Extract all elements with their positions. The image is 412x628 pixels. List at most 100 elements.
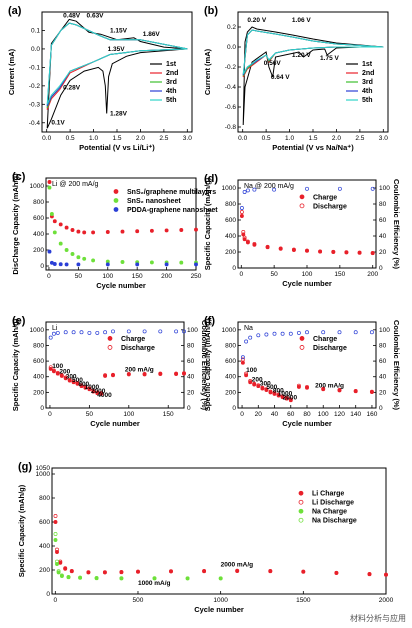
annotation: 0.63V <box>87 13 105 20</box>
panel-label: (g) <box>18 461 32 473</box>
legend-swatch <box>299 336 305 341</box>
y2-axis-label: Coulombic Efficiency (%) <box>200 320 209 411</box>
y-tick-label: 0.0 <box>227 44 236 51</box>
data-point <box>337 330 342 335</box>
data-point <box>272 391 277 396</box>
data-point <box>321 330 326 335</box>
data-point <box>185 576 190 581</box>
data-point <box>58 560 63 565</box>
series-line <box>242 29 384 75</box>
data-point <box>301 569 306 574</box>
data-point <box>242 235 247 240</box>
data-point <box>248 380 253 385</box>
data-point <box>91 388 96 393</box>
x-tick-label: 0 <box>48 411 52 418</box>
y-tick-label: 0 <box>232 265 236 272</box>
data-point <box>56 569 61 574</box>
data-point <box>56 570 61 575</box>
y-tick-label: 200 <box>225 249 236 256</box>
data-point <box>91 258 96 263</box>
data-point <box>102 570 107 575</box>
y2-tick-label: 0 <box>187 405 191 412</box>
y-tick-label: 800 <box>39 495 50 502</box>
y2-tick-label: 80 <box>379 342 387 349</box>
rate-label: 100 <box>52 363 63 370</box>
rate-label: 300 <box>66 373 77 380</box>
legend-entry: SnS₂ nanosheet <box>127 198 181 205</box>
rate-label: 200 mA/g <box>125 366 154 373</box>
y-tick-label: -0.6 <box>225 104 237 111</box>
y-tick-label: -0.2 <box>29 83 41 90</box>
panel-label: (d) <box>204 173 218 185</box>
x-tick-label: 150 <box>334 271 345 278</box>
x-tick-label: 2000 <box>379 597 394 604</box>
x-tick-label: 200 <box>161 273 172 280</box>
data-point <box>239 210 244 214</box>
y-axis-label: Specific Capacity (mAh/g) <box>203 177 212 270</box>
rate-label: 200 <box>59 369 70 376</box>
panel-label: (a) <box>8 5 22 17</box>
legend-title: Na <box>244 325 253 332</box>
data-point <box>94 575 99 580</box>
data-point <box>370 251 375 255</box>
plot-frame <box>237 179 377 269</box>
data-point <box>218 576 223 581</box>
data-point <box>291 247 296 252</box>
annotation: 0.28V <box>63 85 81 92</box>
data-point <box>334 570 339 575</box>
y-axis-label: Specific Capacity (mAh/g) <box>11 318 20 411</box>
data-point <box>272 331 277 336</box>
data-point <box>256 383 261 388</box>
y-tick-label: 0.1 <box>31 27 40 34</box>
y2-tick-label: 20 <box>379 389 387 396</box>
data-point <box>252 381 257 386</box>
y-tick-label: 600 <box>225 358 236 365</box>
y-tick-label: 0.2 <box>227 24 236 31</box>
x-tick-label: 2.5 <box>159 135 168 142</box>
x-tick-label: 150 <box>163 411 174 418</box>
y-tick-label: 0 <box>40 405 44 412</box>
plot-frame <box>45 177 197 271</box>
x-tick-label: 2.5 <box>355 135 364 142</box>
data-point <box>76 255 81 260</box>
rate-label: 1000 <box>85 384 100 391</box>
y-tick-label: 600 <box>33 215 44 222</box>
data-point <box>318 249 323 254</box>
legend-entry: PDDA-graphene nanosheet <box>127 207 218 214</box>
x-tick-label: 250 <box>191 273 202 280</box>
data-point <box>337 388 342 392</box>
data-point <box>59 573 64 578</box>
data-point <box>53 520 58 524</box>
y-tick-label: -0.4 <box>225 84 237 91</box>
data-point <box>331 249 336 254</box>
data-point <box>135 229 140 234</box>
data-point <box>174 329 179 334</box>
y2-tick-label: 100 <box>379 327 390 334</box>
data-point <box>369 389 374 394</box>
annotation: 1.28V <box>110 110 128 117</box>
data-point <box>83 384 88 389</box>
data-point <box>66 575 71 579</box>
annotation: 0.48V <box>63 13 81 20</box>
legend-entry: 3rd <box>362 79 373 86</box>
data-point <box>305 248 309 253</box>
panel-label: (f) <box>204 315 215 327</box>
y2-axis-label: Coulombic Efficiency (%) <box>392 320 401 411</box>
x-tick-label: 1.5 <box>112 135 121 142</box>
y-axis-label: DisCharge Capacity (mAh/g) <box>11 173 20 275</box>
data-point <box>179 260 184 265</box>
data-point <box>79 383 84 388</box>
data-point <box>268 569 273 573</box>
legend-swatch <box>107 336 113 341</box>
y-tick-label: -0.2 <box>225 64 237 71</box>
x-axis-label: Cycle number <box>90 419 140 428</box>
x-axis-label: Cycle number <box>194 605 244 614</box>
data-point <box>245 188 250 193</box>
legend-title: Li @ 200 mA/g <box>52 181 99 188</box>
data-point <box>119 576 124 581</box>
data-point <box>296 384 301 389</box>
legend-swatch <box>113 207 119 212</box>
legend-entry: SnS₂/graphene multilayers <box>127 189 216 196</box>
legend-entry: Discharge <box>313 203 347 210</box>
x-tick-label: 3.0 <box>183 135 192 142</box>
